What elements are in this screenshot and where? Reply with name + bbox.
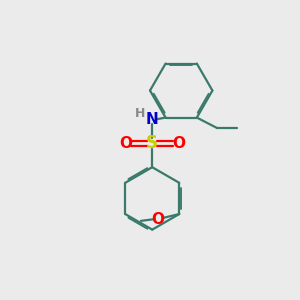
Text: N: N xyxy=(146,112,159,127)
Text: O: O xyxy=(120,136,133,151)
Text: H: H xyxy=(135,107,145,120)
Text: O: O xyxy=(152,212,164,227)
Text: S: S xyxy=(146,134,158,152)
Text: O: O xyxy=(172,136,185,151)
